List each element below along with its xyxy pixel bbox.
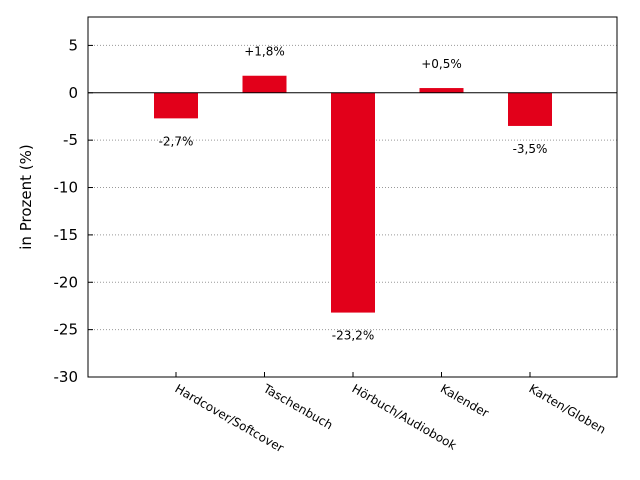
y-tick-label: -20: [54, 273, 79, 291]
bar: [242, 75, 287, 93]
x-tick-label: Taschenbuch: [260, 381, 335, 432]
y-tick-label: -10: [54, 179, 79, 197]
data-label: +0,5%: [421, 57, 462, 71]
data-label: -2,7%: [159, 134, 194, 148]
data-label: -3,5%: [513, 142, 548, 156]
y-tick-label: -25: [54, 321, 79, 339]
data-label: -23,2%: [332, 329, 374, 343]
data-labels: -2,7% +1,8% -23,2% +0,5% -3,5%: [159, 45, 548, 343]
bars: [154, 75, 552, 313]
y-tick-label: 0: [68, 84, 78, 102]
bar: [154, 92, 198, 119]
data-label: +1,8%: [244, 45, 285, 59]
y-axis-ticks: 5 0 -5 -10 -15 -20 -25 -30: [54, 36, 93, 386]
x-tick-label: Karten/Globen: [527, 381, 609, 436]
y-tick-label: -5: [63, 131, 78, 149]
y-tick-label: 5: [68, 36, 78, 54]
y-tick-label: -30: [54, 368, 79, 386]
y-tick-label: -15: [54, 226, 79, 244]
x-tick-label: Kalender: [438, 381, 491, 420]
bar: [508, 92, 552, 126]
bar: [419, 88, 464, 93]
bar: [331, 92, 375, 313]
y-axis-title: in Prozent (%): [17, 144, 35, 249]
